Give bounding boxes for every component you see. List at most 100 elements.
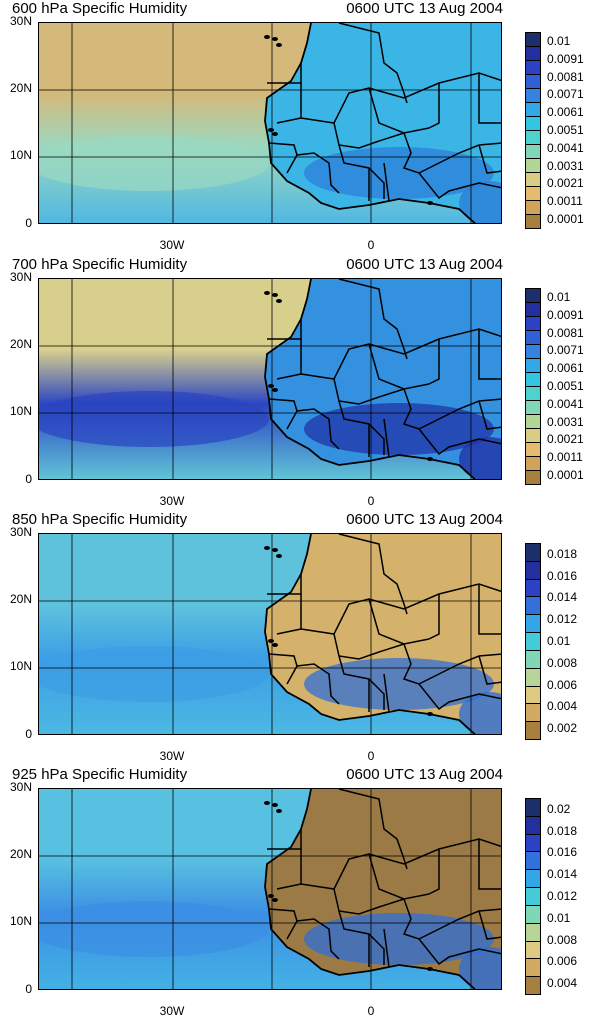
island (276, 809, 282, 813)
colorbar-label: 0.0021 (547, 176, 584, 191)
colorbar: 0.01 0.0091 0.0081 0.0071 0.0061 0.0051 0.0041… (525, 288, 595, 485)
colorbar-label: 0.01 (547, 289, 571, 304)
colorbar-swatch (525, 358, 541, 373)
colorbar-swatch (525, 214, 541, 229)
humidity-map (38, 788, 502, 990)
colorbar-swatch (525, 703, 541, 723)
country-border (402, 898, 501, 940)
island (427, 967, 433, 971)
colorbar-label: 0.0031 (547, 158, 584, 173)
land-moist-band (459, 947, 501, 989)
colorbar-swatch (525, 144, 541, 159)
land-moist-band (459, 181, 501, 223)
country-border (333, 888, 405, 915)
island (272, 37, 278, 41)
lat-tick-label: 0 (25, 727, 32, 741)
colorbar-swatch (525, 116, 541, 131)
lon-tick-label: 0 (367, 749, 375, 763)
colorbar-swatch (525, 887, 541, 906)
country-border (338, 279, 408, 360)
colorbar-swatch (525, 130, 541, 145)
colorbar-label: 0.006 (547, 677, 578, 692)
island (272, 132, 278, 136)
island (264, 35, 270, 39)
island (276, 554, 282, 558)
lat-tick-label: 30N (9, 525, 32, 539)
humidity-field (39, 279, 501, 479)
country-border (296, 663, 340, 705)
country-border (478, 329, 501, 380)
colorbar-swatch (525, 386, 541, 401)
colorbar-swatch (525, 649, 541, 669)
colorbar-swatch (525, 158, 541, 173)
colorbar: 0.02 0.018 0.016 0.014 0.012 0.01 0.008 0.006 0.… (525, 798, 595, 995)
country-border (268, 908, 298, 940)
island (268, 384, 274, 388)
lat-tick-label: 0 (25, 216, 32, 230)
country-border (368, 598, 430, 645)
colorbar: 0.018 0.016 0.014 0.012 0.01 0.008 0.006 0.004 0… (525, 543, 595, 740)
colorbar-swatch (525, 414, 541, 429)
colorbar-swatch (525, 578, 541, 598)
colorbar-label: 0.0071 (547, 343, 584, 358)
colorbar-swatch (525, 940, 541, 960)
island (272, 898, 278, 902)
colorbar-swatch (525, 46, 541, 61)
colorbar-swatch (525, 667, 541, 687)
country-border (333, 378, 405, 405)
colorbar-label: 0.008 (547, 932, 578, 947)
colorbar-swatch (525, 833, 541, 853)
map-panel: 600 hPa Specific Humidity 0600 UTC 13 Aug… (0, 0, 600, 255)
lon-tick-label: 30W (159, 749, 185, 763)
colorbar-label: 0.0061 (547, 105, 584, 120)
colorbar-swatch (525, 400, 541, 415)
colorbar-swatch (525, 685, 541, 705)
country-border (338, 534, 408, 615)
colorbar-label: 0.0081 (547, 69, 584, 84)
lat-tick-label: 0 (25, 472, 32, 486)
country-border (296, 408, 340, 450)
colorbar-swatch (525, 200, 541, 215)
coastline (264, 789, 476, 989)
lat-tick-label: 10N (9, 659, 32, 673)
island (427, 201, 433, 205)
island (272, 803, 278, 807)
colorbar-label: 0.01 (547, 910, 571, 925)
humidity-map (38, 533, 502, 735)
island (272, 388, 278, 392)
colorbar-swatch (525, 869, 541, 889)
map-panel: 925 hPa Specific Humidity 0600 UTC 13 Aug… (0, 766, 600, 1021)
colorbar-swatch (525, 470, 541, 485)
colorbar-label: 0.0051 (547, 379, 584, 393)
island (272, 548, 278, 552)
colorbar-swatch (525, 102, 541, 117)
country-border (333, 122, 405, 149)
country-border (428, 849, 440, 895)
moist-band (39, 391, 269, 447)
colorbar-label: 0.004 (547, 699, 578, 714)
country-border (428, 83, 440, 129)
lat-tick-label: 10N (9, 404, 32, 418)
island (427, 457, 433, 461)
lat-tick-label: 30N (9, 780, 32, 794)
lon-tick-label: 0 (367, 494, 375, 508)
lat-tick-label: 20N (9, 337, 32, 351)
colorbar-label: 0.0081 (547, 325, 584, 340)
colorbar-label: 0.0091 (547, 51, 584, 66)
colorbar-label: 0.0001 (547, 468, 584, 483)
colorbar-label: 0.0031 (547, 414, 584, 429)
island (272, 293, 278, 297)
coastline (264, 23, 476, 223)
humidity-field (39, 789, 501, 989)
country-border (478, 839, 501, 890)
lat-tick-label: 10N (9, 148, 32, 162)
country-border (428, 594, 440, 640)
land-moist-band (459, 692, 501, 734)
colorbar-label: 0.018 (547, 823, 578, 838)
colorbar-swatch (525, 74, 541, 89)
country-border (300, 838, 501, 890)
humidity-map (38, 278, 502, 480)
lon-tick-label: 30W (159, 238, 185, 252)
country-border (418, 938, 501, 966)
country-border (368, 343, 430, 390)
